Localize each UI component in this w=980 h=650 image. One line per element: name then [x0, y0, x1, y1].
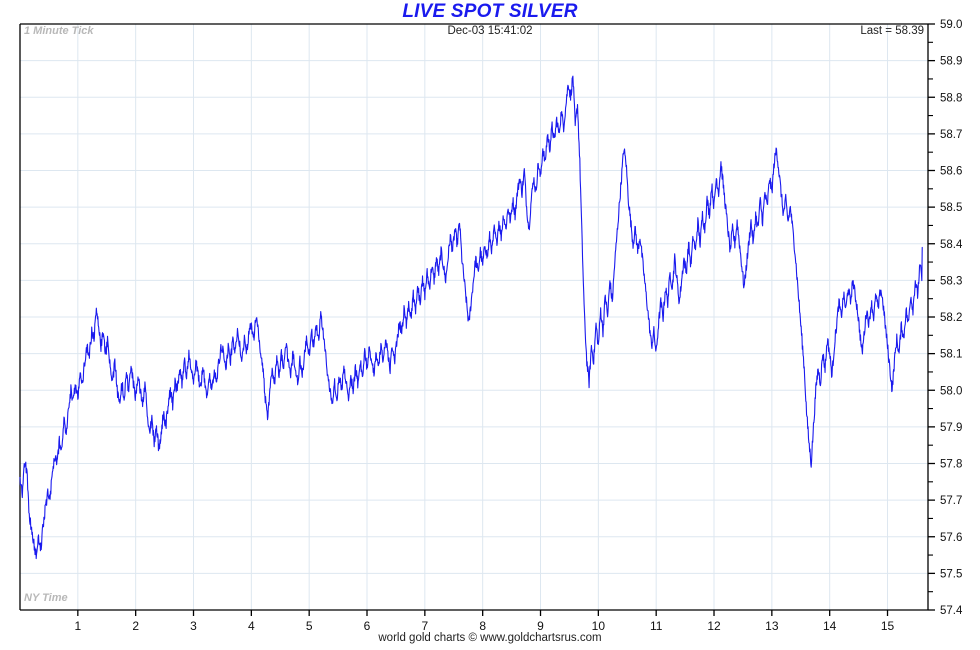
svg-text:9: 9 — [537, 619, 544, 633]
svg-text:14: 14 — [823, 619, 837, 633]
axes — [19, 23, 929, 611]
svg-text:57.8: 57.8 — [940, 459, 962, 471]
svg-text:57.6: 57.6 — [940, 532, 962, 544]
svg-text:58.1: 58.1 — [940, 349, 962, 361]
svg-text:58.4: 58.4 — [940, 239, 963, 251]
svg-text:11: 11 — [650, 619, 663, 633]
footer-credit: world gold charts © www.goldchartsrus.co… — [378, 632, 602, 644]
svg-text:2: 2 — [132, 619, 139, 633]
svg-text:59.0: 59.0 — [940, 19, 962, 31]
last-price-label: Last = 58.39 — [860, 25, 924, 37]
svg-text:13: 13 — [765, 619, 779, 633]
svg-text:58.9: 58.9 — [940, 56, 962, 68]
page-title: LIVE SPOT SILVER — [402, 1, 578, 22]
svg-text:8: 8 — [479, 619, 486, 633]
tick-interval-label: 1 Minute Tick — [24, 25, 94, 37]
tick-labels: 59.0 58.9 58.8 58.7 58.6 58.5 58.4 58.3 58.2 58.1… — [74, 19, 962, 633]
svg-text:7: 7 — [421, 619, 428, 633]
svg-text:58.3: 58.3 — [940, 275, 962, 287]
svg-text:6: 6 — [364, 619, 371, 633]
svg-text:3: 3 — [190, 619, 197, 633]
svg-text:57.5: 57.5 — [940, 568, 962, 580]
svg-text:12: 12 — [707, 619, 721, 633]
svg-text:1: 1 — [74, 619, 81, 633]
svg-text:4: 4 — [248, 619, 255, 633]
svg-text:15: 15 — [881, 619, 895, 633]
svg-text:57.4: 57.4 — [940, 605, 963, 617]
svg-text:58.7: 58.7 — [940, 129, 962, 141]
tick-marks — [77, 23, 935, 616]
svg-text:5: 5 — [306, 619, 313, 633]
timezone-label: NY Time — [24, 592, 68, 604]
svg-text:57.7: 57.7 — [940, 495, 962, 507]
timestamp-label: Dec-03 15:41:02 — [447, 25, 533, 37]
svg-text:57.9: 57.9 — [940, 422, 962, 434]
svg-text:58.8: 58.8 — [940, 92, 962, 104]
svg-text:10: 10 — [592, 619, 606, 633]
svg-text:58.6: 58.6 — [940, 166, 962, 178]
svg-text:58.2: 58.2 — [940, 312, 962, 324]
svg-text:58.5: 58.5 — [940, 202, 962, 214]
svg-text:58.0: 58.0 — [940, 385, 962, 397]
gridlines — [20, 23, 928, 611]
price-series — [19, 75, 923, 560]
